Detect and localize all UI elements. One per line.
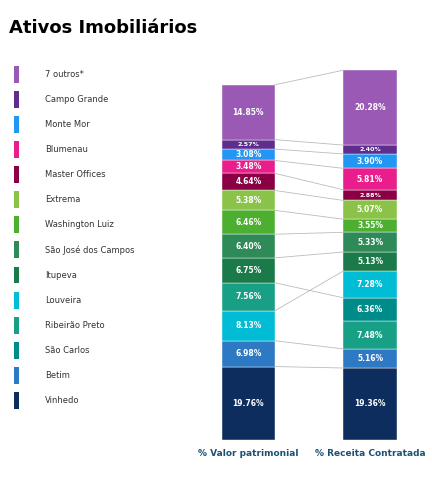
FancyBboxPatch shape — [13, 267, 19, 284]
Text: 6.75%: 6.75% — [235, 266, 261, 275]
FancyBboxPatch shape — [13, 91, 19, 108]
Text: 5.38%: 5.38% — [235, 196, 261, 205]
Bar — [222, 85, 275, 140]
Text: % Receita Contratada: % Receita Contratada — [315, 449, 426, 458]
Text: Blumenau: Blumenau — [44, 145, 88, 154]
Bar — [222, 234, 275, 258]
FancyBboxPatch shape — [13, 242, 19, 258]
Text: 6.40%: 6.40% — [235, 242, 261, 251]
Text: 6.98%: 6.98% — [235, 349, 261, 358]
Bar — [343, 298, 397, 321]
FancyBboxPatch shape — [13, 342, 19, 359]
Text: Monte Mor: Monte Mor — [44, 120, 89, 129]
Text: 3.08%: 3.08% — [235, 150, 261, 159]
Text: 5.33%: 5.33% — [357, 238, 383, 247]
Text: 5.13%: 5.13% — [357, 257, 383, 266]
Text: Betim: Betim — [44, 371, 70, 380]
Text: 6.46%: 6.46% — [235, 218, 261, 227]
Text: 2.88%: 2.88% — [359, 193, 381, 198]
Text: Campo Grande: Campo Grande — [44, 95, 108, 104]
Bar — [222, 173, 275, 190]
Text: % Valor patrimonial: % Valor patrimonial — [198, 449, 299, 458]
Bar — [222, 190, 275, 211]
Bar — [222, 341, 275, 367]
Text: 6.36%: 6.36% — [357, 305, 383, 314]
Bar — [343, 349, 397, 368]
Text: Itupeva: Itupeva — [44, 270, 76, 280]
FancyBboxPatch shape — [13, 392, 19, 409]
Bar — [222, 258, 275, 283]
Text: 20.28%: 20.28% — [354, 103, 386, 112]
FancyBboxPatch shape — [13, 216, 19, 233]
Text: 5.07%: 5.07% — [357, 205, 383, 214]
FancyBboxPatch shape — [13, 141, 19, 158]
Bar — [343, 232, 397, 252]
Bar — [343, 321, 397, 349]
Bar — [343, 271, 397, 298]
Bar — [343, 154, 397, 169]
FancyBboxPatch shape — [13, 191, 19, 208]
Text: 3.48%: 3.48% — [235, 162, 261, 171]
Bar — [343, 190, 397, 200]
Text: 7.48%: 7.48% — [357, 331, 383, 340]
Text: 7 outros*: 7 outros* — [44, 70, 83, 79]
Bar — [343, 169, 397, 190]
Bar — [222, 311, 275, 341]
Text: Vinhedo: Vinhedo — [44, 396, 79, 405]
Bar — [222, 367, 275, 440]
Text: 19.76%: 19.76% — [232, 398, 264, 408]
Bar — [222, 211, 275, 234]
Text: São Carlos: São Carlos — [44, 346, 89, 355]
Bar — [343, 368, 397, 440]
Text: 3.55%: 3.55% — [357, 221, 383, 230]
Text: Master Offices: Master Offices — [44, 170, 105, 179]
Bar — [222, 149, 275, 160]
Text: 5.81%: 5.81% — [357, 174, 383, 184]
Text: 7.56%: 7.56% — [235, 292, 261, 301]
Bar — [343, 70, 397, 145]
Text: 14.85%: 14.85% — [232, 108, 264, 117]
Bar — [343, 219, 397, 232]
Bar — [343, 200, 397, 219]
FancyBboxPatch shape — [13, 292, 19, 309]
Text: Washington Luiz: Washington Luiz — [44, 220, 114, 229]
FancyBboxPatch shape — [13, 166, 19, 183]
Bar — [343, 252, 397, 271]
Text: Extrema: Extrema — [44, 195, 80, 204]
Text: Ativos Imobiliários: Ativos Imobiliários — [9, 19, 197, 37]
Text: 7.28%: 7.28% — [357, 280, 383, 289]
Text: 5.16%: 5.16% — [357, 354, 383, 363]
FancyBboxPatch shape — [13, 317, 19, 334]
Text: 4.64%: 4.64% — [235, 177, 261, 186]
Text: 2.40%: 2.40% — [359, 147, 381, 152]
Text: 19.36%: 19.36% — [354, 399, 386, 408]
Text: Louveira: Louveira — [44, 296, 81, 305]
Bar — [343, 145, 397, 154]
Text: São José dos Campos: São José dos Campos — [44, 245, 134, 255]
FancyBboxPatch shape — [13, 367, 19, 384]
Bar — [222, 140, 275, 149]
Bar — [222, 283, 275, 311]
Text: 2.57%: 2.57% — [237, 142, 259, 147]
Text: 8.13%: 8.13% — [235, 321, 261, 330]
Bar — [222, 160, 275, 173]
Text: Ribeirão Preto: Ribeirão Preto — [44, 321, 104, 330]
FancyBboxPatch shape — [13, 66, 19, 83]
FancyBboxPatch shape — [13, 116, 19, 133]
Text: 3.90%: 3.90% — [357, 156, 383, 166]
